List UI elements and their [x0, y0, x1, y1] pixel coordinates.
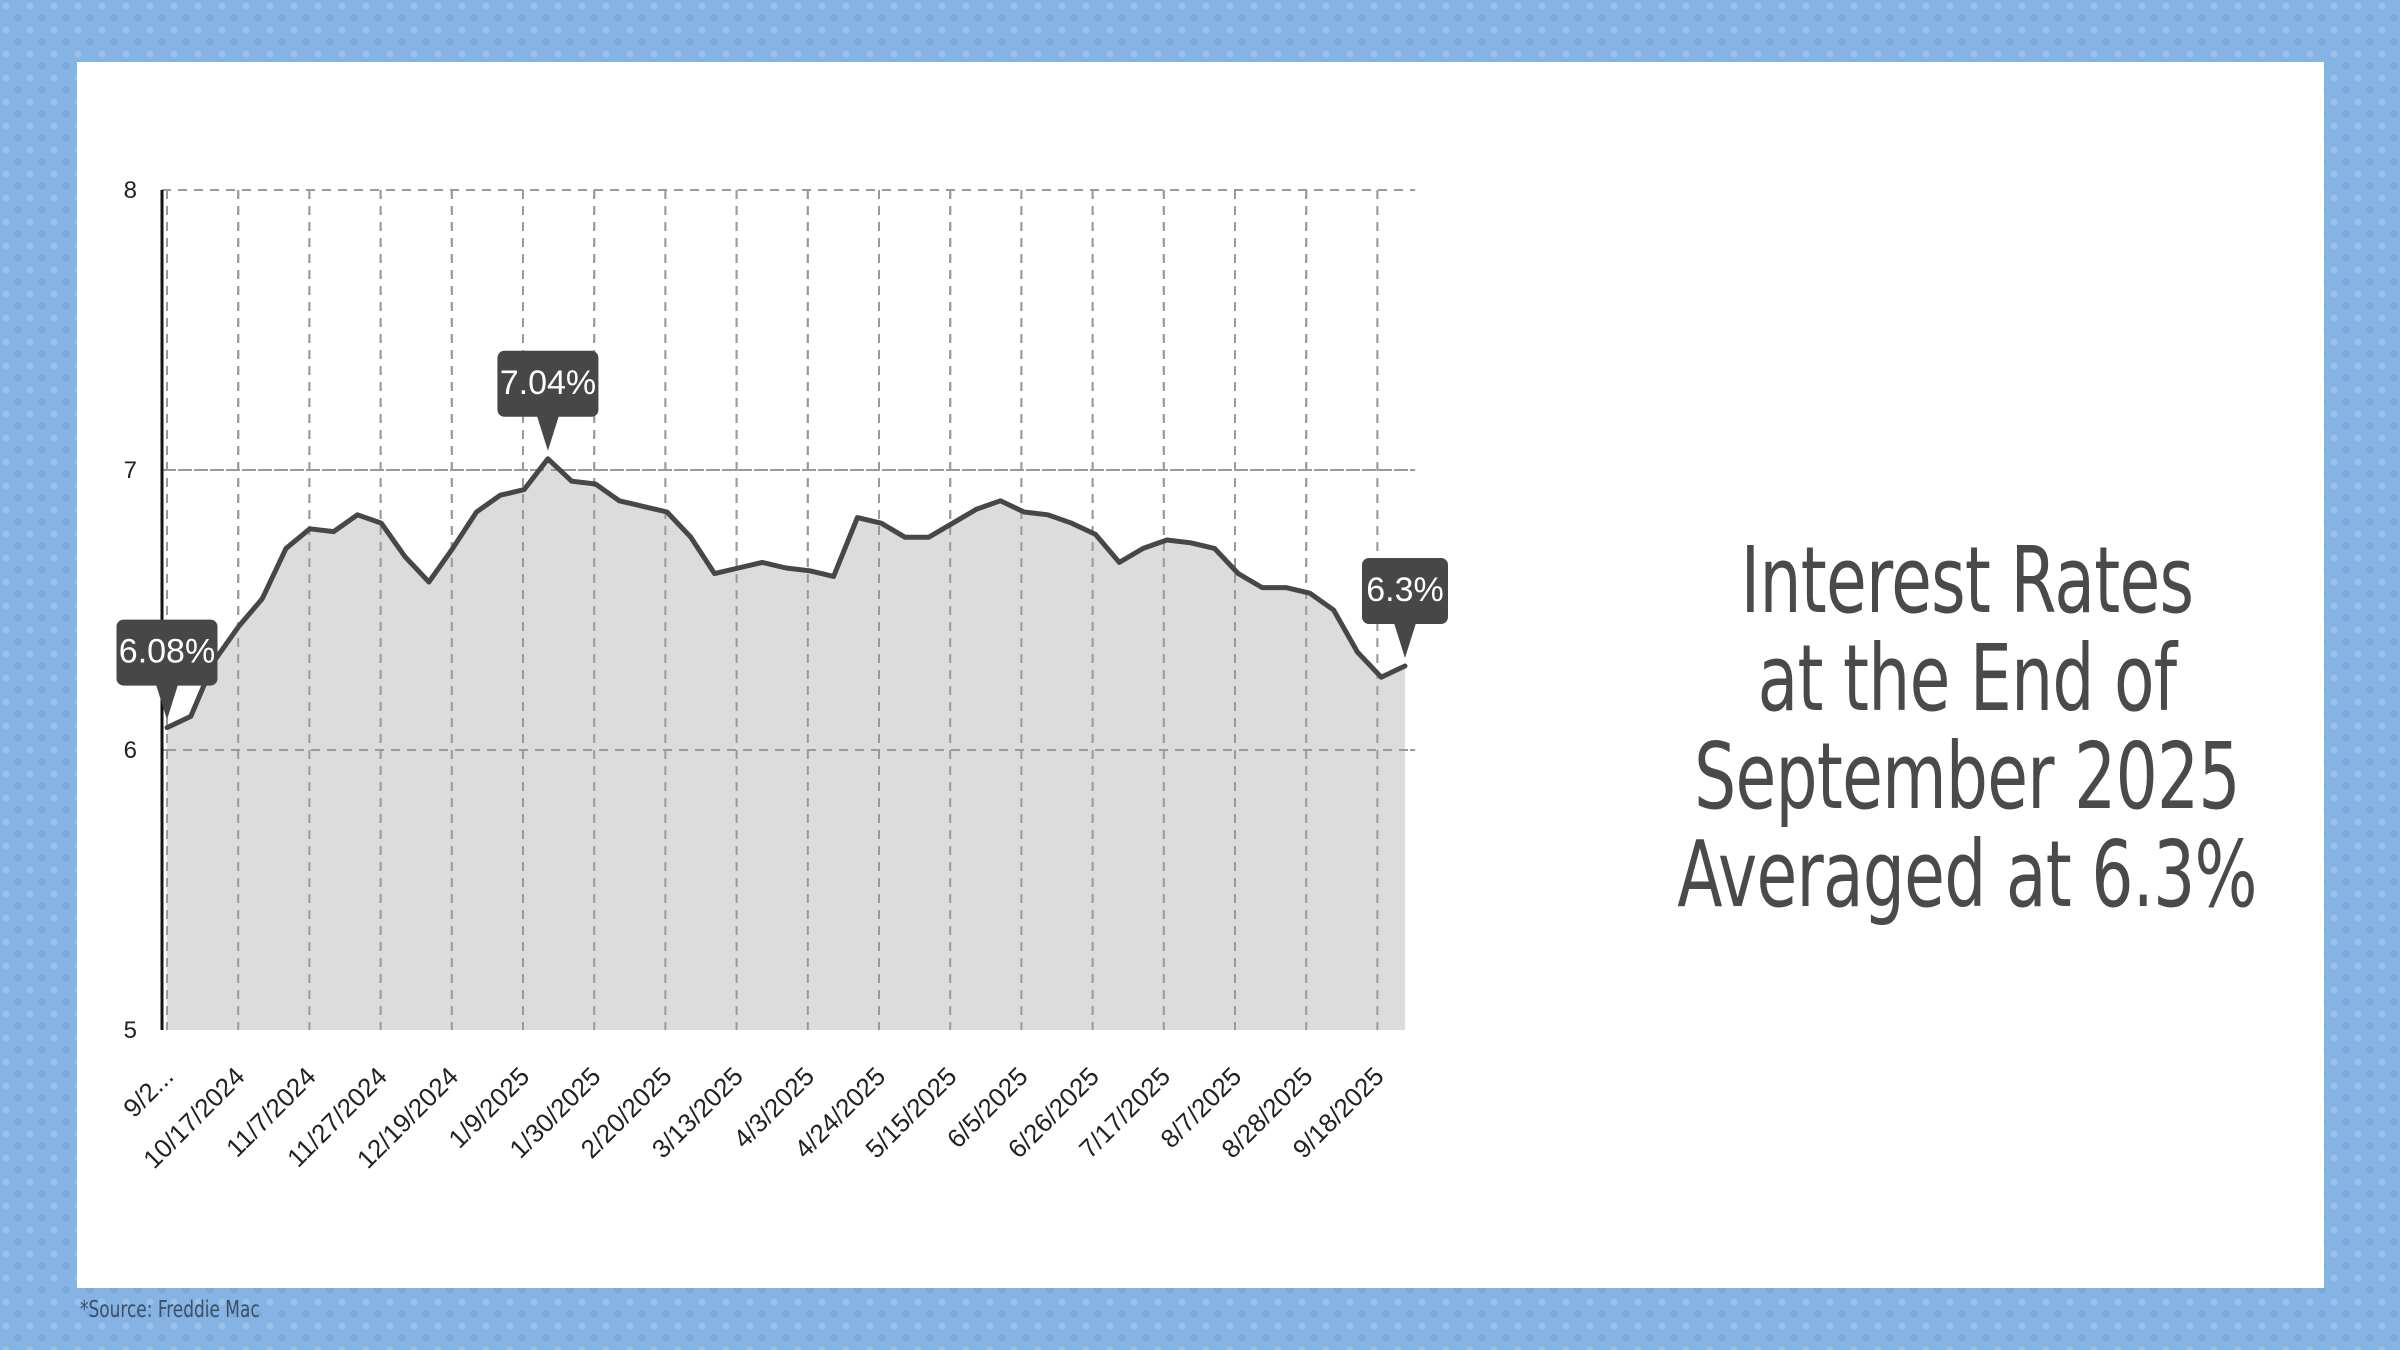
- title-line-3: September 2025: [1694, 723, 2240, 830]
- callout-label: 6.08%: [119, 633, 215, 671]
- value-callout: 6.08%: [116, 619, 218, 720]
- value-callout: 6.3%: [1362, 558, 1448, 658]
- y-tick-label: 7: [124, 457, 137, 484]
- x-axis-ticks: 9/2...10/17/202411/7/202411/27/202412/19…: [117, 1061, 1390, 1174]
- title-line-1: Interest Rates: [1740, 527, 2194, 634]
- y-tick-label: 8: [124, 177, 137, 204]
- y-axis-ticks: 5 6 7 8: [124, 177, 137, 1044]
- title-line-2: at the End of: [1757, 625, 2178, 732]
- callout-pointer: [536, 415, 559, 451]
- value-callout: 7.04%: [497, 350, 599, 451]
- y-tick-label: 5: [124, 1017, 137, 1044]
- rate-area: [167, 458, 1405, 1030]
- slide-title: Interest Rates at the End of September 2…: [1672, 532, 2262, 924]
- x-tick-label: 9/2...: [117, 1061, 179, 1123]
- callout-label: 7.04%: [500, 364, 596, 402]
- source-note: *Source: Freddie Mac: [80, 1297, 260, 1323]
- area-fill: [166, 190, 1415, 1030]
- callout-pointer: [156, 684, 178, 720]
- title-line-4: Averaged at 6.3%: [1677, 821, 2257, 928]
- callout-pointer: [1394, 623, 1416, 658]
- callout-box: [116, 619, 218, 686]
- rate-chart: 5 6 7 8 9/2...10/17/202411/7/202411/27/2024…: [116, 177, 1448, 1174]
- value-callouts: 6.08% 7.04% 6.3%: [116, 350, 1448, 720]
- y-tick-label: 6: [124, 737, 137, 764]
- data-points: [164, 456, 1408, 731]
- callout-box: [497, 350, 599, 417]
- chart-panel: 5 6 7 8 9/2... 10/17/2024 11/7/2024 11/27/2024…: [77, 62, 2324, 1288]
- callout-box: [1362, 558, 1448, 624]
- callout-label: 6.3%: [1366, 571, 1444, 609]
